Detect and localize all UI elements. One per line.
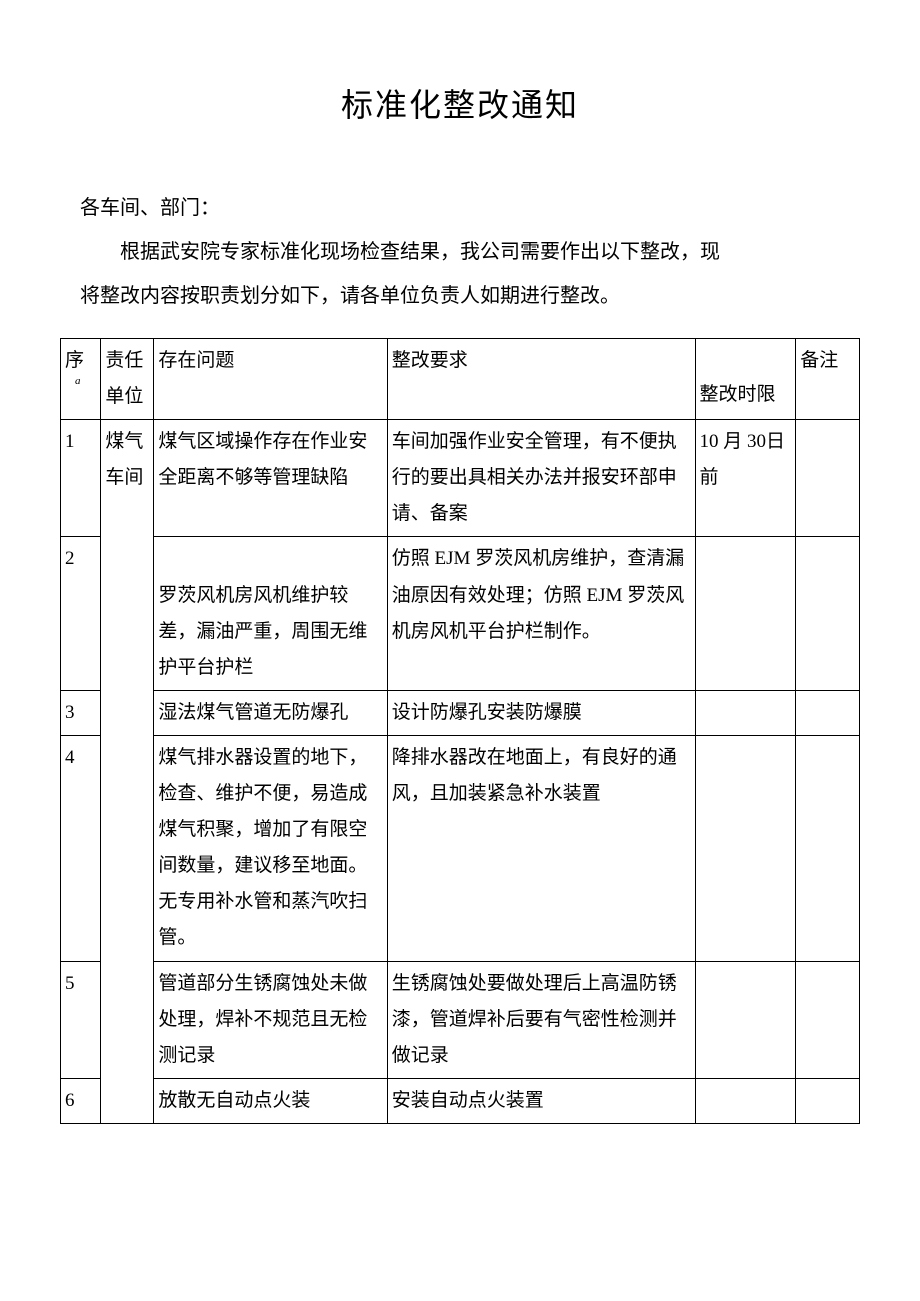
header-remark: 备注	[796, 339, 860, 420]
cell-remark	[796, 690, 860, 735]
table-row: 5 管道部分生锈腐蚀处未做处理，焊补不规范且无检测记录 生锈腐蚀处要做处理后上高…	[61, 961, 860, 1078]
header-problem: 存在问题	[154, 339, 387, 420]
intro-line-3: 将整改内容按职责划分如下，请各单位负责人如期进行整改。	[80, 274, 840, 318]
cell-requirement: 降排水器改在地面上，有良好的通风，且加装紧急补水装置	[387, 735, 695, 961]
cell-seq: 5	[61, 961, 101, 1078]
cell-requirement: 安装自动点火装置	[387, 1078, 695, 1123]
cell-remark	[796, 1078, 860, 1123]
cell-requirement: 车间加强作业安全管理，有不便执行的要出具相关办法并报安环部申请、备案	[387, 420, 695, 537]
cell-requirement: 设计防爆孔安装防爆膜	[387, 690, 695, 735]
cell-problem: 煤气区域操作存在作业安全距离不够等管理缺陷	[154, 420, 387, 537]
cell-unit: 煤气车间	[101, 420, 154, 1124]
cell-seq: 1	[61, 420, 101, 537]
table-row: 4 煤气排水器设置的地下，检查、维护不便，易造成煤气积聚，增加了有限空间数量，建…	[61, 735, 860, 961]
cell-requirement: 仿照 EJM 罗茨风机房维护，查清漏油原因有效处理；仿照 EJM 罗茨风机房风机…	[387, 537, 695, 690]
table-row: 1 煤气车间 煤气区域操作存在作业安全距离不够等管理缺陷 车间加强作业安全管理，…	[61, 420, 860, 537]
cell-deadline	[695, 690, 796, 735]
cell-remark	[796, 420, 860, 537]
table-row: 2 罗茨风机房风机维护较差，漏油严重，周围无维护平台护栏 仿照 EJM 罗茨风机…	[61, 537, 860, 690]
cell-remark	[796, 735, 860, 961]
cell-remark	[796, 537, 860, 690]
cell-remark	[796, 961, 860, 1078]
page-title: 标准化整改通知	[60, 80, 860, 126]
table-row: 6 放散无自动点火装 安装自动点火装置	[61, 1078, 860, 1123]
table-row: 3 湿法煤气管道无防爆孔 设计防爆孔安装防爆膜	[61, 690, 860, 735]
header-seq: 序 a	[61, 339, 101, 420]
cell-deadline: 10 月 30日前	[695, 420, 796, 537]
intro-line-1: 各车间、部门：	[80, 186, 840, 230]
cell-problem: 管道部分生锈腐蚀处未做处理，焊补不规范且无检测记录	[154, 961, 387, 1078]
cell-seq: 6	[61, 1078, 101, 1123]
header-seq-text: 序	[65, 350, 84, 371]
cell-deadline	[695, 537, 796, 690]
cell-problem: 罗茨风机房风机维护较差，漏油严重，周围无维护平台护栏	[154, 537, 387, 690]
rectification-table: 序 a 责任单位 存在问题 整改要求 整改时限 备注 1 煤气车间 煤气区域操作…	[60, 338, 860, 1124]
cell-problem: 湿法煤气管道无防爆孔	[154, 690, 387, 735]
header-unit: 责任单位	[101, 339, 154, 420]
cell-problem: 煤气排水器设置的地下，检查、维护不便，易造成煤气积聚，增加了有限空间数量，建议移…	[154, 735, 387, 961]
cell-problem-text: 罗茨风机房风机维护较差，漏油严重，周围无维护平台护栏	[158, 585, 367, 678]
cell-deadline	[695, 1078, 796, 1123]
cell-deadline	[695, 961, 796, 1078]
table-header-row: 序 a 责任单位 存在问题 整改要求 整改时限 备注	[61, 339, 860, 420]
cell-seq: 2	[61, 537, 101, 690]
cell-problem: 放散无自动点火装	[154, 1078, 387, 1123]
header-deadline: 整改时限	[695, 339, 796, 420]
cell-seq: 3	[61, 690, 101, 735]
header-seq-sub: a	[75, 371, 81, 392]
cell-deadline	[695, 735, 796, 961]
intro-block: 各车间、部门： 根据武安院专家标准化现场检查结果，我公司需要作出以下整改，现 将…	[60, 186, 860, 318]
header-requirement: 整改要求	[387, 339, 695, 420]
cell-requirement: 生锈腐蚀处要做处理后上高温防锈漆，管道焊补后要有气密性检测并做记录	[387, 961, 695, 1078]
cell-seq: 4	[61, 735, 101, 961]
intro-line-2: 根据武安院专家标准化现场检查结果，我公司需要作出以下整改，现	[80, 230, 840, 274]
